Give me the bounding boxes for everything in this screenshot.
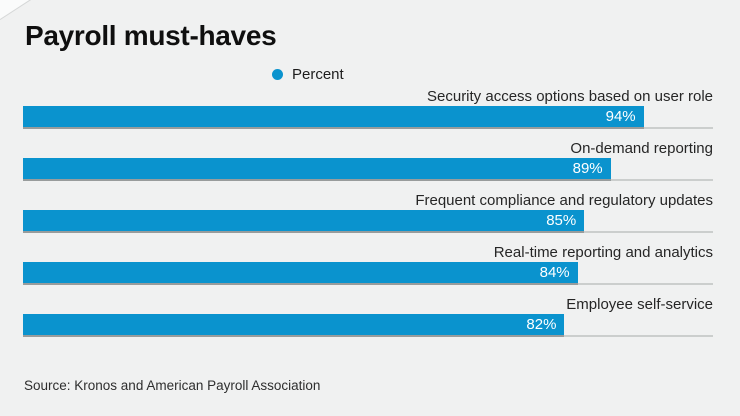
category-label: Security access options based on user ro… [427, 88, 713, 105]
bar-row: Real-time reporting and analytics 84% [23, 244, 713, 285]
category-label: Frequent compliance and regulatory updat… [415, 192, 713, 209]
category-label: Employee self-service [566, 296, 713, 313]
bar: 84% [23, 262, 578, 283]
value-label: 84% [539, 264, 570, 281]
bar-row: Security access options based on user ro… [23, 88, 713, 129]
bar: 85% [23, 210, 585, 231]
bar: 82% [23, 314, 565, 335]
value-label: 94% [605, 108, 636, 125]
bar: 94% [23, 106, 644, 127]
bar-track: 84% [23, 262, 713, 285]
value-label: 82% [526, 316, 557, 333]
legend-dot-icon [272, 69, 283, 80]
chart-title: Payroll must-haves [25, 20, 277, 51]
bar-track: 89% [23, 158, 713, 181]
bar-track: 94% [23, 106, 713, 129]
bar-row: On-demand reporting 89% [23, 140, 713, 181]
value-label: 89% [572, 160, 603, 177]
bar-track: 82% [23, 314, 713, 337]
source-note: Source: Kronos and American Payroll Asso… [24, 378, 321, 393]
category-label: Real-time reporting and analytics [493, 244, 713, 261]
legend-label: Percent [292, 66, 344, 83]
legend: Percent [272, 66, 344, 83]
bar-chart: Security access options based on user ro… [23, 88, 713, 348]
bar: 89% [23, 158, 611, 179]
bar-row: Employee self-service 82% [23, 296, 713, 337]
category-label: On-demand reporting [570, 140, 713, 157]
bar-row: Frequent compliance and regulatory updat… [23, 192, 713, 233]
bar-track: 85% [23, 210, 713, 233]
value-label: 85% [546, 212, 577, 229]
